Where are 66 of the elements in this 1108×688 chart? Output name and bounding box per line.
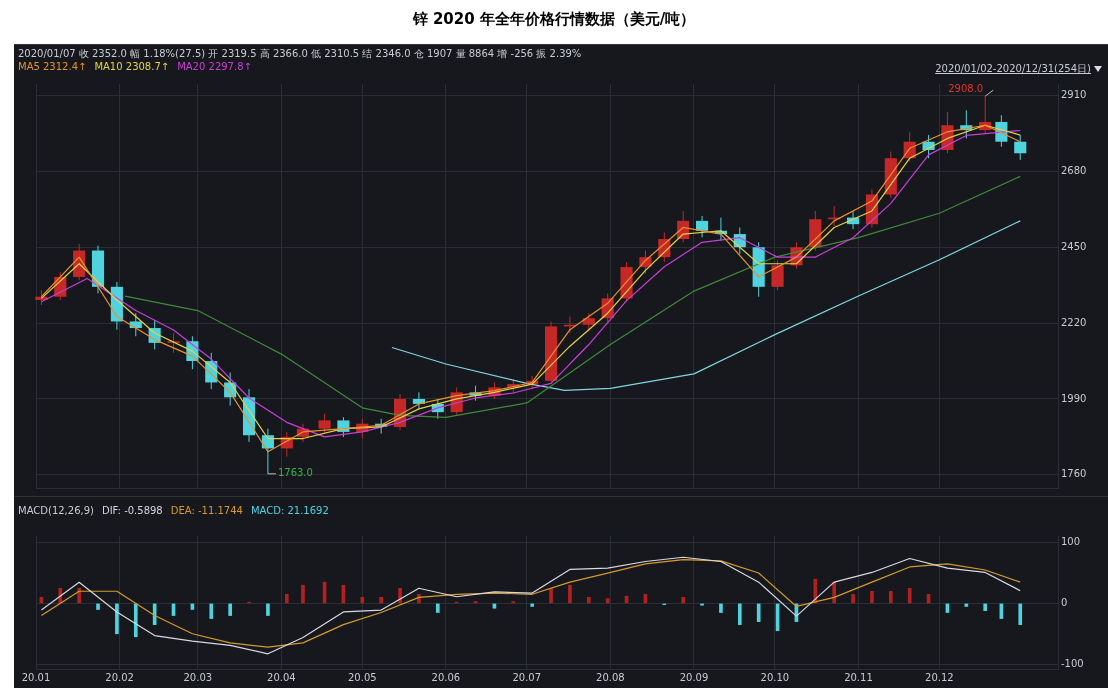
text: DIF: -0.5898 — [101, 505, 163, 516]
bar — [586, 597, 591, 604]
chart-title: 锌 2020 年全年价格行情数据（美元/吨） — [411, 10, 697, 29]
candlestick — [1014, 134, 1027, 161]
bar — [301, 584, 305, 604]
y-tick-label: 2450 — [1061, 240, 1087, 252]
bar — [870, 590, 874, 604]
x-tick-label: 20.02 — [105, 671, 134, 683]
bar — [228, 603, 232, 616]
bar — [1018, 603, 1023, 625]
text: MACD(12,26,9) — [18, 505, 94, 516]
bar — [888, 590, 893, 604]
bar — [77, 587, 81, 604]
bar — [530, 603, 534, 607]
bar — [266, 603, 270, 616]
x-tick-label: 20.06 — [431, 671, 461, 683]
y-tick-label: 2910 — [1061, 89, 1087, 101]
candlestick — [695, 215, 709, 238]
text: DEA: -11.1744 — [170, 505, 243, 516]
x-tick-label: 20.07 — [512, 671, 542, 683]
bar — [133, 603, 138, 638]
bar — [115, 603, 119, 635]
bar — [284, 593, 289, 604]
text: 2020/01/02-2020/12/31(254日) — [935, 62, 1091, 76]
bar — [907, 587, 912, 604]
bar — [756, 603, 761, 622]
y-tick-label: 100 — [1061, 536, 1081, 548]
bar — [379, 597, 383, 604]
candlestick — [771, 259, 784, 291]
bar — [549, 587, 553, 604]
bar — [605, 598, 610, 604]
x-tick-label: 20.01 — [21, 671, 51, 683]
bar — [964, 603, 969, 607]
y-tick-label: 2680 — [1061, 164, 1087, 176]
bar — [360, 597, 365, 604]
annotation: 1763.0 — [277, 467, 313, 479]
x-tick-label: 20.09 — [679, 671, 709, 683]
bar — [983, 603, 988, 612]
bar — [681, 597, 686, 604]
y-tick-label: 0 — [1061, 597, 1068, 608]
x-tick-label: 20.10 — [760, 671, 790, 683]
y-tick-label: -100 — [1061, 657, 1084, 669]
bar — [209, 603, 214, 619]
y-tick-label: 1990 — [1061, 392, 1087, 404]
annotation: 2908.0 — [948, 82, 984, 94]
bar — [398, 587, 402, 604]
x-tick-label: 20.03 — [183, 671, 213, 683]
y-tick-label: 1760 — [1061, 468, 1087, 480]
bar — [435, 603, 440, 613]
x-tick-label: 20.11 — [844, 671, 873, 683]
text: 2020/01/07 收 2352.0 幅 1.18%(27.5) 开 2319.5 高 2366.0 低 2310.5 结 2346.0 仓 1907 量 8864 增 -256 振 2.39% — [18, 47, 582, 61]
x-tick-label: 20.12 — [925, 671, 954, 683]
text: MACD: 21.1692 — [250, 505, 329, 516]
candlestick — [318, 413, 331, 435]
y-tick-label: 2220 — [1061, 316, 1087, 328]
x-tick-label: 20.05 — [347, 671, 377, 683]
bar — [851, 593, 855, 604]
bar — [568, 584, 572, 604]
x-tick-label: 20.08 — [596, 671, 625, 683]
bar — [737, 603, 742, 625]
text: MA10 2308.7↑ — [94, 61, 170, 72]
text: MA20 2297.8↑ — [177, 61, 252, 72]
x-tick-label: 20.04 — [267, 671, 296, 683]
bar — [719, 603, 723, 613]
text: MA5 2312.4↑ — [18, 61, 87, 72]
bar — [96, 603, 100, 610]
